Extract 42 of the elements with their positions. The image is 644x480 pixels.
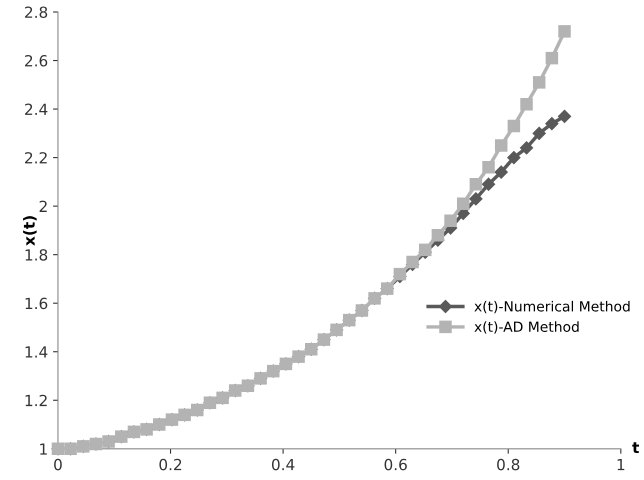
point: [444, 214, 457, 227]
y-axis-title: x(t): [23, 216, 37, 246]
y-tick-label: 2.2: [25, 152, 47, 164]
x-tick-label: 0.8: [497, 458, 520, 470]
point: [508, 120, 520, 132]
point: [494, 166, 508, 179]
y-tick-label: 1.4: [26, 346, 48, 358]
point: [394, 268, 406, 280]
point: [494, 139, 508, 152]
point: [558, 110, 572, 123]
point: [469, 192, 482, 206]
y-tick-label: 1: [40, 443, 47, 455]
point: [418, 244, 432, 256]
point: [507, 151, 520, 164]
y-tick-label: 2.8: [25, 6, 48, 18]
point: [545, 117, 558, 130]
point: [456, 197, 470, 210]
point: [432, 229, 444, 242]
x-tick-label: 0: [54, 458, 62, 470]
point: [558, 25, 571, 38]
x-tick-label: 0.2: [159, 458, 182, 470]
y-tick-label: 1.8: [26, 249, 48, 261]
legend-label: x(t)-AD Method: [474, 321, 579, 334]
point: [470, 178, 482, 191]
x-tick-label: 0.6: [384, 458, 407, 470]
point: [406, 256, 419, 268]
point: [520, 98, 533, 110]
y-tick-label: 2: [40, 200, 47, 212]
y-tick-label: 2.6: [25, 55, 48, 67]
point: [482, 161, 495, 174]
x-tick-label: 0.4: [272, 458, 294, 470]
x-tick-label: 1: [618, 458, 624, 470]
point: [520, 141, 534, 154]
y-tick-label: 1.6: [26, 298, 48, 310]
point: [482, 178, 496, 191]
legend-label: x(t)-Numerical Method: [474, 300, 630, 314]
x-axis-title: t: [632, 442, 640, 454]
point: [532, 76, 546, 89]
y-tick-label: 1.2: [26, 394, 47, 406]
y-tick-label: 2.4: [25, 104, 48, 115]
point: [546, 52, 558, 64]
point: [532, 126, 546, 140]
